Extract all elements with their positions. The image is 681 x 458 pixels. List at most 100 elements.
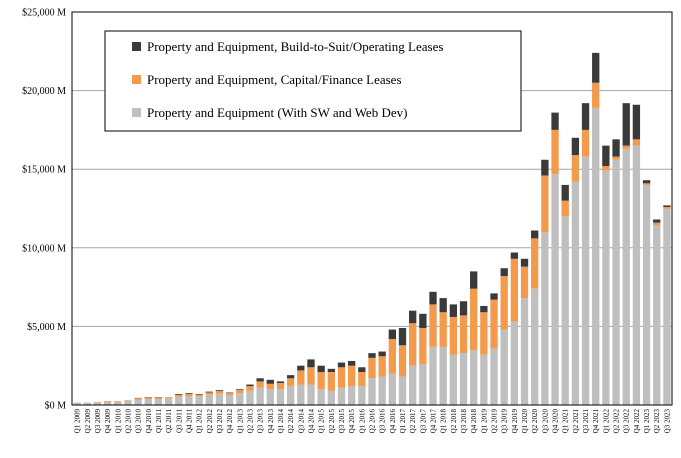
- bar-segment: [571, 137, 580, 156]
- x-tick-label: Q3 2018: [460, 409, 468, 434]
- bar-segment: [266, 383, 274, 390]
- bar-segment: [246, 390, 254, 405]
- bar-segment: [185, 393, 193, 397]
- bar-segment: [490, 293, 498, 300]
- legend-label: Property and Equipment (With SW and Web …: [147, 105, 407, 120]
- bar-segment: [551, 129, 559, 174]
- x-tick-label: Q3 2021: [582, 409, 590, 434]
- bar-segment: [327, 368, 335, 372]
- bar-segment: [348, 365, 356, 387]
- bar-segment: [612, 156, 620, 160]
- bar-segment: [286, 378, 295, 387]
- bar-segment: [622, 103, 630, 146]
- x-tick-label: Q1 2011: [155, 409, 163, 434]
- x-tick-label: Q3 2015: [338, 409, 346, 434]
- bar-segment: [286, 375, 295, 379]
- x-tick-label: Q2 2014: [287, 409, 295, 434]
- bar-segment: [653, 222, 661, 226]
- legend-box: [104, 30, 522, 132]
- bar-segment: [592, 107, 600, 405]
- bar-segment: [378, 351, 386, 357]
- bar-segment: [256, 381, 264, 388]
- bar-segment: [317, 371, 325, 390]
- bar-segment: [561, 200, 569, 217]
- x-tick-label: Q2 2017: [409, 409, 417, 434]
- bar-segment: [368, 378, 376, 405]
- x-tick-label: Q4 2014: [307, 409, 315, 434]
- x-tick-label: Q2 2012: [206, 409, 214, 434]
- x-tick-label: Q2 2018: [450, 409, 458, 434]
- bar-segment: [368, 357, 376, 379]
- plot-border: [71, 11, 673, 406]
- bar-segment: [73, 402, 81, 405]
- bar-segment: [409, 310, 417, 324]
- bar-segment: [103, 401, 112, 402]
- bar-segment: [276, 389, 285, 405]
- bar-segment: [581, 156, 590, 405]
- bar-segment: [419, 313, 427, 328]
- bar-segment: [337, 362, 346, 368]
- bar-segment: [480, 354, 488, 405]
- x-tick-label: Q3 2019: [501, 409, 509, 434]
- bar-segment: [480, 305, 488, 313]
- legend-swatch: [132, 108, 141, 117]
- bar-segment: [144, 397, 152, 400]
- x-tick-label: Q4 2022: [633, 409, 641, 434]
- x-tick-label: Q2 2016: [369, 409, 377, 434]
- bar-segment: [83, 402, 91, 405]
- bar-segment: [581, 103, 590, 130]
- x-tick-label: Q4 2016: [389, 409, 397, 434]
- x-tick-label: Q2 2015: [328, 409, 336, 434]
- bar-segment: [215, 390, 224, 394]
- bar-segment: [154, 399, 163, 405]
- bar-segment: [327, 390, 335, 405]
- x-tick-label: Q3 2009: [94, 409, 102, 434]
- bar-segment: [602, 166, 610, 171]
- bar-segment: [602, 170, 610, 405]
- bar-segment: [642, 180, 651, 184]
- bar-segment: [653, 219, 661, 223]
- bar-segment: [551, 173, 559, 405]
- bar-segment: [124, 401, 132, 405]
- x-tick-label: Q2 2010: [124, 409, 132, 434]
- bar-segment: [632, 104, 641, 140]
- x-tick-label: Q1 2021: [562, 409, 570, 434]
- x-tick-label: Q1 2012: [196, 409, 204, 434]
- x-tick-label: Q1 2020: [521, 409, 529, 434]
- bar-segment: [317, 365, 325, 372]
- bar-segment: [195, 396, 203, 405]
- x-tick-label: Q1 2016: [358, 409, 366, 434]
- x-tick-label: Q4 2010: [145, 409, 153, 434]
- bar-segment: [541, 159, 549, 176]
- bar-segment: [663, 206, 671, 209]
- bar-segment: [195, 394, 203, 397]
- bar-segment: [541, 175, 549, 233]
- bar-segment: [409, 323, 417, 366]
- bar-segment: [388, 338, 396, 374]
- x-tick-label: Q1 2017: [399, 409, 407, 434]
- bar-segment: [653, 225, 661, 405]
- bar-segment: [276, 382, 285, 390]
- x-tick-label: Q2 2013: [246, 409, 254, 434]
- bar-segment: [490, 348, 498, 405]
- bar-segment: [470, 288, 478, 350]
- bar-segment: [93, 402, 102, 405]
- bar-segment: [592, 52, 600, 83]
- legend-label: Property and Equipment, Build-to-Suit/Op…: [147, 39, 443, 54]
- bar-segment: [215, 390, 224, 391]
- x-tick-label: Q2 2021: [572, 409, 580, 434]
- bar-segment: [266, 389, 274, 405]
- bar-segment: [358, 386, 366, 405]
- x-tick-label: Q2 2022: [613, 409, 621, 434]
- bar-segment: [358, 371, 366, 387]
- x-tick-label: Q3 2017: [419, 409, 427, 434]
- x-tick-label: Q1 2013: [236, 409, 244, 434]
- bar-segment: [297, 384, 305, 405]
- bar-segment: [103, 401, 112, 405]
- bar-segment: [327, 371, 335, 391]
- bar-segment: [398, 327, 407, 346]
- x-tick-label: Q2 2023: [653, 409, 661, 434]
- x-tick-label: Q3 2022: [623, 409, 631, 434]
- bar-segment: [612, 139, 620, 157]
- bar-segment: [449, 316, 458, 355]
